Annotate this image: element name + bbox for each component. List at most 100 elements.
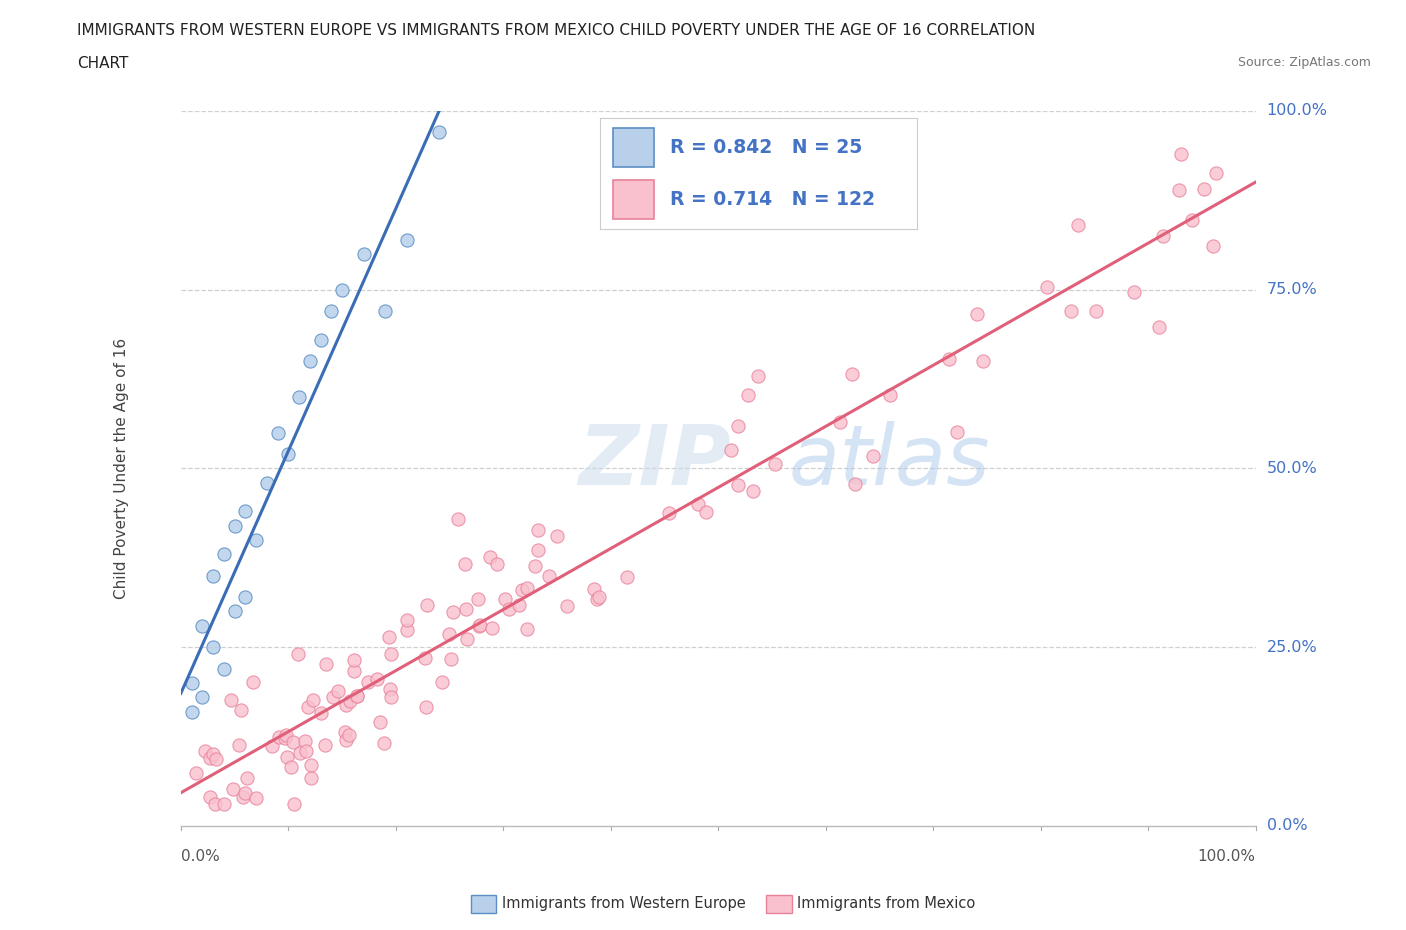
Point	[298, 353, 321, 368]
Point	[1192, 181, 1215, 196]
Point	[486, 557, 509, 572]
Point	[198, 790, 221, 804]
Point	[315, 657, 337, 671]
Point	[201, 747, 224, 762]
Point	[326, 683, 349, 698]
Point	[269, 730, 291, 745]
Point	[356, 674, 378, 689]
Point	[309, 332, 332, 347]
Point	[508, 597, 530, 612]
Text: atlas: atlas	[789, 420, 990, 502]
Point	[219, 693, 242, 708]
Point	[262, 738, 284, 753]
Point	[537, 569, 560, 584]
Point	[274, 727, 297, 742]
Point	[1170, 147, 1192, 162]
Point	[468, 618, 491, 633]
Point	[346, 689, 368, 704]
Point	[841, 366, 863, 381]
Text: 50.0%: 50.0%	[1267, 461, 1317, 476]
Point	[378, 682, 401, 697]
Point	[346, 688, 368, 703]
Point	[233, 590, 256, 604]
Text: 0.0%: 0.0%	[1267, 818, 1308, 833]
Point	[283, 797, 305, 812]
Point	[330, 282, 353, 297]
Point	[516, 580, 538, 595]
Point	[481, 620, 503, 635]
Point	[416, 598, 439, 613]
Point	[1060, 303, 1083, 318]
Point	[588, 590, 610, 604]
Point	[245, 533, 267, 548]
Point	[233, 785, 256, 800]
Point	[747, 368, 769, 383]
Text: ZIP: ZIP	[578, 420, 731, 502]
Point	[191, 618, 214, 633]
Point	[1035, 280, 1057, 295]
Point	[695, 505, 717, 520]
Point	[526, 523, 548, 538]
Point	[335, 698, 357, 712]
Point	[236, 770, 259, 785]
Point	[938, 352, 960, 366]
Point	[583, 581, 606, 596]
Point	[256, 475, 278, 490]
Point	[844, 476, 866, 491]
Point	[1152, 228, 1174, 243]
Point	[180, 704, 202, 719]
Point	[276, 750, 298, 764]
Point	[972, 353, 994, 368]
Text: IMMIGRANTS FROM WESTERN EUROPE VS IMMIGRANTS FROM MEXICO CHILD POVERTY UNDER THE: IMMIGRANTS FROM WESTERN EUROPE VS IMMIGR…	[77, 23, 1036, 38]
Point	[373, 736, 395, 751]
Text: Source: ZipAtlas.com: Source: ZipAtlas.com	[1237, 56, 1371, 69]
Point	[191, 690, 214, 705]
Point	[415, 699, 437, 714]
Point	[1168, 182, 1191, 197]
Point	[467, 591, 489, 606]
Point	[180, 675, 202, 690]
Point	[299, 757, 322, 772]
Point	[194, 743, 217, 758]
Point	[658, 505, 681, 520]
Point	[277, 446, 299, 461]
Point	[946, 425, 969, 440]
Point	[294, 743, 316, 758]
Point	[242, 675, 264, 690]
Text: Immigrants from Western Europe: Immigrants from Western Europe	[502, 897, 745, 911]
Point	[441, 604, 464, 619]
Point	[456, 631, 478, 646]
Point	[1205, 166, 1227, 180]
Point	[763, 457, 786, 472]
Point	[273, 730, 295, 745]
Point	[727, 477, 749, 492]
Point	[447, 512, 470, 526]
Point	[439, 627, 461, 642]
Point	[380, 689, 402, 704]
Point	[478, 550, 501, 565]
Point	[231, 790, 253, 804]
Point	[184, 765, 207, 780]
Point	[228, 737, 250, 752]
Point	[335, 724, 357, 739]
Point	[309, 706, 332, 721]
Text: 100.0%: 100.0%	[1198, 849, 1256, 864]
Point	[322, 689, 344, 704]
Point	[288, 746, 311, 761]
Point	[737, 388, 759, 403]
Point	[1147, 320, 1170, 335]
Text: 25.0%: 25.0%	[1267, 640, 1317, 655]
Point	[204, 797, 226, 812]
Point	[616, 569, 638, 584]
Point	[527, 543, 550, 558]
Point	[202, 640, 225, 655]
Point	[202, 568, 225, 583]
Point	[297, 699, 319, 714]
Text: Child Poverty Under the Age of 16: Child Poverty Under the Age of 16	[114, 338, 129, 599]
Point	[395, 232, 418, 247]
Point	[454, 602, 477, 617]
Point	[1067, 218, 1090, 232]
Point	[299, 771, 322, 786]
Point	[224, 518, 246, 533]
Point	[430, 674, 453, 689]
